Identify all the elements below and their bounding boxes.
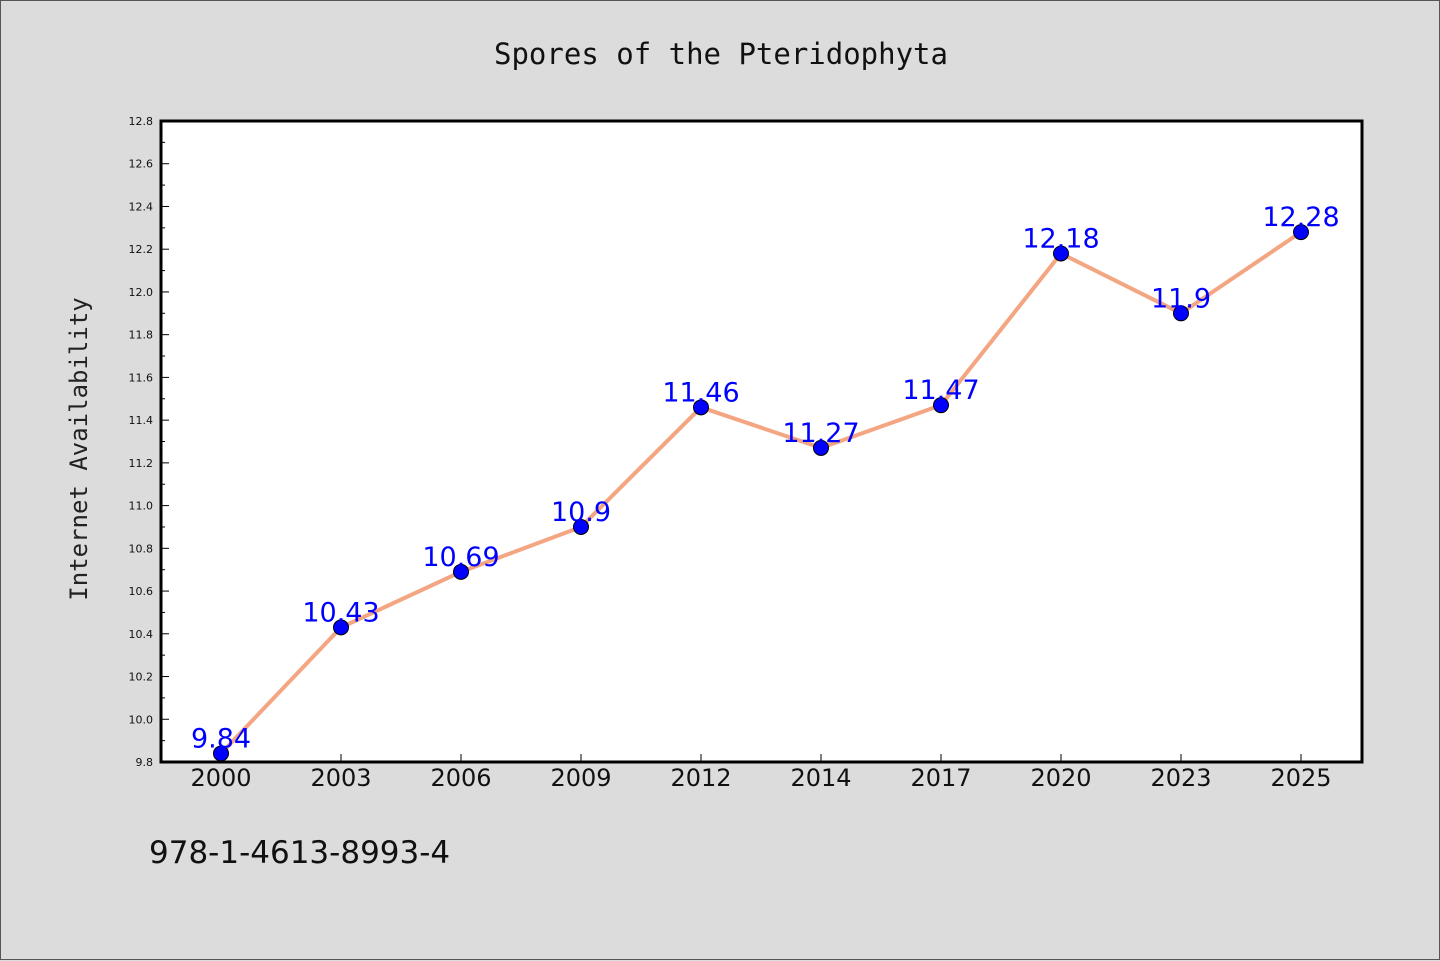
data-label: 12.28 bbox=[1262, 202, 1339, 233]
data-point bbox=[813, 439, 829, 456]
data-point bbox=[933, 397, 949, 414]
y-tick-label: 10.4 bbox=[129, 628, 154, 641]
y-tick-label: 12.8 bbox=[129, 115, 154, 128]
data-label: 10.43 bbox=[302, 597, 379, 628]
data-point bbox=[453, 563, 469, 580]
data-point bbox=[333, 619, 349, 636]
data-label: 11.47 bbox=[902, 375, 979, 406]
x-axis-ticks: 2000 2003 2006 2009 2012 2014 2017 2020 2023 2025 bbox=[190, 754, 1332, 792]
data-label: 10.9 bbox=[551, 497, 611, 528]
y-tick-label: 12.0 bbox=[129, 286, 154, 299]
data-point bbox=[1053, 245, 1069, 262]
y-tick-label: 11.2 bbox=[129, 457, 154, 470]
x-tick-label: 2017 bbox=[910, 764, 971, 792]
series-layer: 9.84 10.43 10.69 10.9 11.46 11.27 11.47 12.18 11… bbox=[191, 202, 1340, 762]
y-tick-label: 11.8 bbox=[129, 329, 154, 342]
y-tick-label: 10.0 bbox=[129, 713, 154, 726]
chart-title: Spores of the Pteridophyta bbox=[494, 37, 948, 71]
y-tick-label: 10.6 bbox=[129, 585, 154, 598]
data-label: 12.18 bbox=[1022, 223, 1099, 254]
x-tick-label: 2000 bbox=[190, 764, 251, 792]
data-label: 11.27 bbox=[782, 418, 859, 449]
data-label: 11.46 bbox=[662, 377, 739, 408]
y-tick-label: 12.4 bbox=[129, 200, 154, 213]
data-point bbox=[1293, 224, 1309, 241]
data-point bbox=[1173, 305, 1189, 322]
data-label: 11.9 bbox=[1151, 283, 1211, 314]
y-tick-label: 12.2 bbox=[129, 243, 154, 256]
data-point bbox=[573, 518, 589, 535]
y-tick-label: 11.0 bbox=[129, 500, 154, 513]
x-tick-label: 2014 bbox=[790, 764, 851, 792]
series-line bbox=[219, 230, 1303, 756]
y-axis-ticks: 9.8 10.0 10.2 10.4 10.6 10.8 11.0 11.2 11.4 11.6 1… bbox=[129, 115, 169, 769]
y-axis-label: Internet Availability bbox=[65, 297, 93, 600]
x-tick-label: 2012 bbox=[670, 764, 731, 792]
plot-area bbox=[159, 119, 1364, 764]
x-tick-label: 2009 bbox=[550, 764, 611, 792]
y-tick-label: 10.8 bbox=[129, 542, 154, 555]
y-tick-label: 10.2 bbox=[129, 671, 154, 684]
data-label: 9.84 bbox=[191, 723, 251, 754]
y-tick-label: 11.4 bbox=[129, 414, 154, 427]
data-label: 10.69 bbox=[422, 542, 499, 573]
footer-code-text: 978-1-4613-8993-4 bbox=[149, 835, 451, 871]
y-tick-label: 9.8 bbox=[136, 756, 154, 769]
y-tick-label: 12.6 bbox=[129, 158, 154, 171]
x-tick-label: 2025 bbox=[1270, 764, 1331, 792]
data-point bbox=[213, 745, 229, 762]
y-tick-label: 11.6 bbox=[129, 371, 154, 384]
data-point bbox=[693, 399, 709, 416]
x-tick-label: 2023 bbox=[1150, 764, 1211, 792]
x-tick-label: 2020 bbox=[1030, 764, 1091, 792]
x-tick-label: 2003 bbox=[310, 764, 371, 792]
x-tick-label: 2006 bbox=[430, 764, 491, 792]
